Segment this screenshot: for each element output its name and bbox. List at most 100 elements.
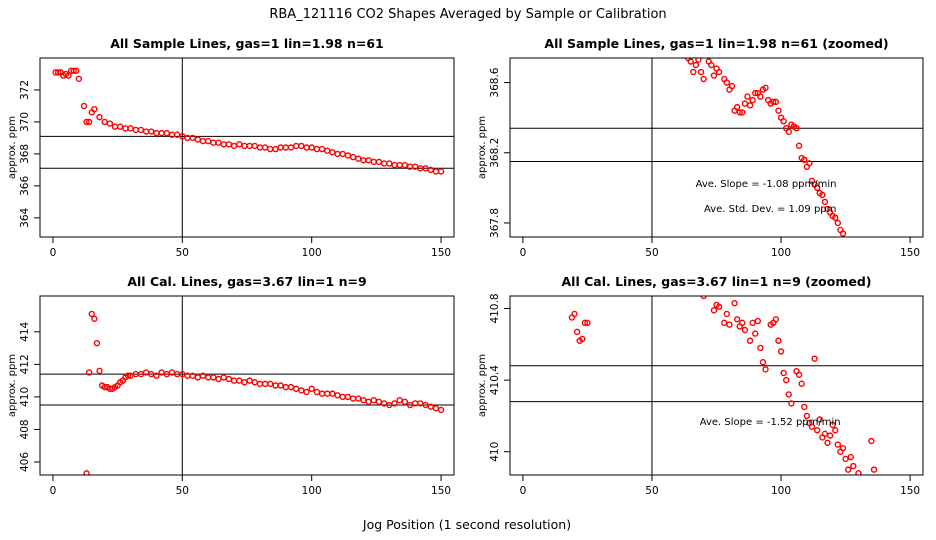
- data-point: [770, 98, 777, 106]
- data-point: [731, 299, 738, 307]
- x-tick-label: 0: [50, 485, 57, 497]
- data-point: [93, 339, 101, 347]
- data-point: [581, 319, 589, 327]
- data-point: [91, 105, 98, 113]
- data-point: [65, 72, 72, 79]
- data-point: [855, 470, 862, 475]
- data-point: [91, 315, 98, 322]
- data-point: [96, 113, 103, 121]
- data-point: [697, 68, 705, 76]
- data-point: [695, 58, 702, 63]
- data-point: [832, 214, 839, 221]
- panel-title: All Cal. Lines, gas=3.67 lin=1 n=9: [127, 274, 366, 289]
- data-point: [870, 466, 878, 473]
- data-point: [803, 412, 811, 420]
- data-point: [88, 310, 95, 318]
- y-tick-label: 364: [19, 207, 31, 227]
- data-point: [700, 75, 707, 83]
- data-point: [96, 367, 103, 375]
- data-point: [708, 61, 715, 69]
- figure-x-axis-label: Jog Position (1 second resolution): [362, 517, 571, 532]
- data-point: [834, 441, 842, 448]
- data-point: [723, 79, 731, 86]
- y-axis-label: approx. ppm: [477, 116, 488, 179]
- data-point: [788, 400, 795, 407]
- data-point: [85, 118, 93, 126]
- data-point: [834, 219, 842, 227]
- y-tick-label: 368: [19, 144, 31, 164]
- data-point: [746, 337, 754, 344]
- data-point: [801, 403, 808, 411]
- figure-title: RBA_121116 CO2 Shapes Averaged by Sample…: [269, 7, 666, 22]
- data-point: [821, 198, 829, 206]
- data-point: [844, 466, 852, 473]
- data-point: [710, 307, 718, 314]
- data-point: [584, 319, 591, 327]
- data-point: [749, 96, 756, 104]
- data-point: [816, 416, 823, 423]
- data-point: [777, 348, 785, 355]
- y-tick-label: 410.4: [489, 365, 501, 395]
- data-point: [75, 75, 83, 82]
- annotation: Ave. Slope = -1.52 ppm/min: [700, 417, 841, 428]
- y-axis-label: approx. ppm: [7, 116, 18, 179]
- data-point: [839, 444, 847, 452]
- data-point: [687, 58, 694, 65]
- plot-frame: [509, 295, 924, 476]
- data-point: [733, 103, 741, 111]
- y-tick-label: 372: [19, 80, 31, 100]
- data-point: [780, 369, 787, 377]
- x-tick-label: 50: [645, 485, 658, 497]
- data-point: [54, 69, 62, 76]
- data-point: [715, 68, 723, 76]
- chart-panel-3: All Cal. Lines, gas=3.67 lin=1 n=9 0 50 100…: [7, 274, 455, 497]
- data-point: [308, 385, 315, 392]
- data-point: [739, 109, 746, 116]
- x-tick-label: 50: [645, 247, 658, 259]
- data-point: [850, 462, 857, 470]
- data-point: [785, 128, 792, 135]
- x-tick-label: 0: [50, 247, 57, 259]
- data-point: [798, 380, 805, 387]
- data-point: [749, 319, 756, 327]
- data-point: [579, 335, 586, 343]
- data-point: [124, 372, 132, 379]
- panel-title: All Sample Lines, gas=1 lin=1.98 n=61: [110, 36, 384, 51]
- data-point: [785, 391, 792, 398]
- y-tick-label: 366: [19, 176, 31, 196]
- data-point: [826, 432, 834, 439]
- data-point: [868, 437, 875, 445]
- y-tick-label: 410.8: [489, 293, 501, 323]
- y-tick-label: 367.8: [489, 208, 501, 238]
- data-point: [744, 93, 751, 100]
- data-point: [757, 93, 764, 100]
- y-tick-label: 414: [19, 321, 31, 341]
- data-point: [70, 67, 77, 74]
- data-point: [303, 388, 310, 396]
- data-point: [571, 310, 578, 318]
- data-point: [808, 423, 816, 430]
- data-point: [721, 319, 728, 327]
- y-tick-label: 368.6: [489, 67, 501, 97]
- data-point: [391, 400, 398, 407]
- data-point: [775, 337, 782, 344]
- data-point: [736, 109, 743, 116]
- data-point: [85, 369, 93, 376]
- data-point: [437, 406, 445, 414]
- x-tick-label: 150: [431, 485, 451, 497]
- data-point: [811, 355, 818, 362]
- data-point: [780, 117, 787, 125]
- y-axis-label: approx. ppm: [477, 354, 488, 417]
- annotation: Ave. Std. Dev. = 1.09 ppm: [704, 204, 836, 215]
- data-point: [819, 191, 826, 199]
- x-tick-label: 100: [302, 247, 322, 259]
- y-tick-label: 408: [19, 419, 31, 439]
- y-tick-label: 410: [489, 442, 501, 462]
- data-point: [83, 118, 90, 126]
- y-tick-label: 406: [19, 452, 31, 472]
- panel-title: All Sample Lines, gas=1 lin=1.98 n=61 (z…: [544, 36, 888, 51]
- data-series: [52, 67, 445, 175]
- data-point: [752, 330, 759, 337]
- data-point: [728, 82, 736, 90]
- data-point: [821, 430, 829, 438]
